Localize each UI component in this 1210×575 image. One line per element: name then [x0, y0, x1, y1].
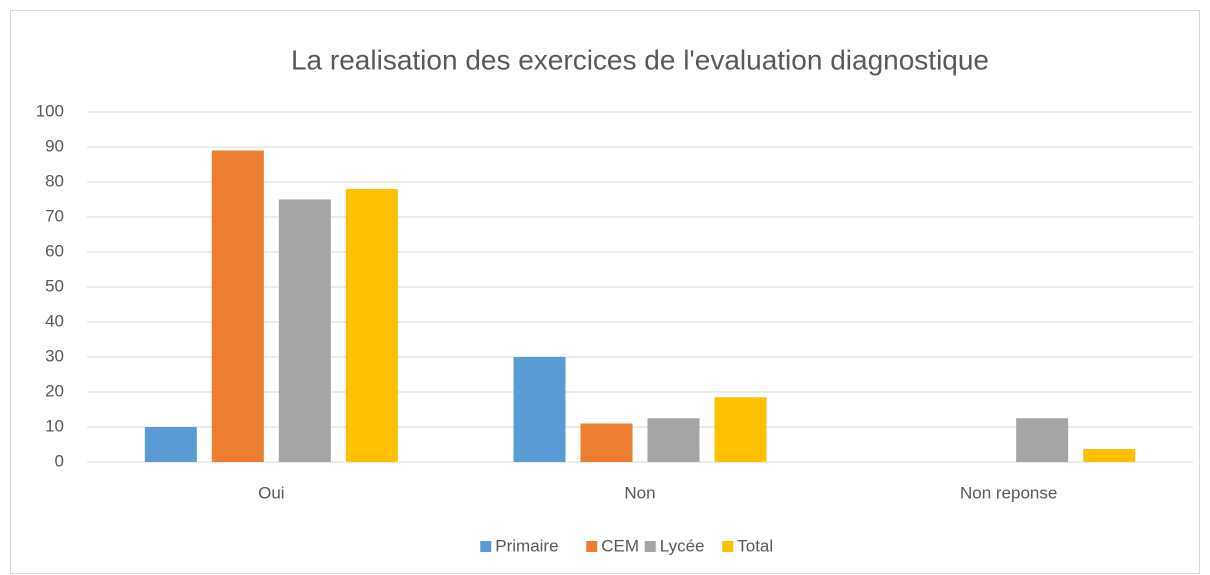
- legend-swatch: [586, 541, 598, 552]
- x-tick-label: Oui: [258, 483, 284, 502]
- bar: [345, 189, 398, 462]
- legend-swatch: [722, 541, 734, 552]
- bar: [278, 199, 331, 462]
- bar: [1083, 449, 1136, 462]
- y-tick-label: 80: [45, 171, 64, 190]
- y-tick-label: 0: [55, 451, 64, 470]
- legend-label: Primaire: [495, 536, 558, 555]
- y-tick-label: 70: [45, 206, 64, 225]
- legend-swatch: [480, 541, 492, 552]
- legend-label: Lycée: [660, 536, 705, 555]
- legend-label: Total: [737, 536, 773, 555]
- y-tick-label: 90: [45, 136, 64, 155]
- bar: [714, 397, 767, 462]
- y-tick-label: 40: [45, 311, 64, 330]
- legend-swatch: [644, 541, 656, 552]
- chart-title: La realisation des exercices de l'evalua…: [291, 44, 989, 75]
- y-tick-label: 20: [45, 381, 64, 400]
- y-tick-label: 10: [45, 416, 64, 435]
- y-tick-label: 60: [45, 241, 64, 260]
- x-tick-label: Non: [624, 483, 655, 502]
- bar: [211, 150, 264, 462]
- bar: [1016, 418, 1069, 462]
- y-tick-label: 50: [45, 276, 64, 295]
- bar: [647, 418, 700, 462]
- bar: [513, 357, 566, 462]
- x-tick-label: Non reponse: [960, 483, 1057, 502]
- bar: [144, 427, 197, 462]
- chart-frame: [10, 10, 1200, 574]
- bar: [580, 423, 633, 462]
- legend-label: CEM: [601, 536, 639, 555]
- y-tick-label: 30: [45, 346, 64, 365]
- y-tick-label: 100: [36, 101, 64, 120]
